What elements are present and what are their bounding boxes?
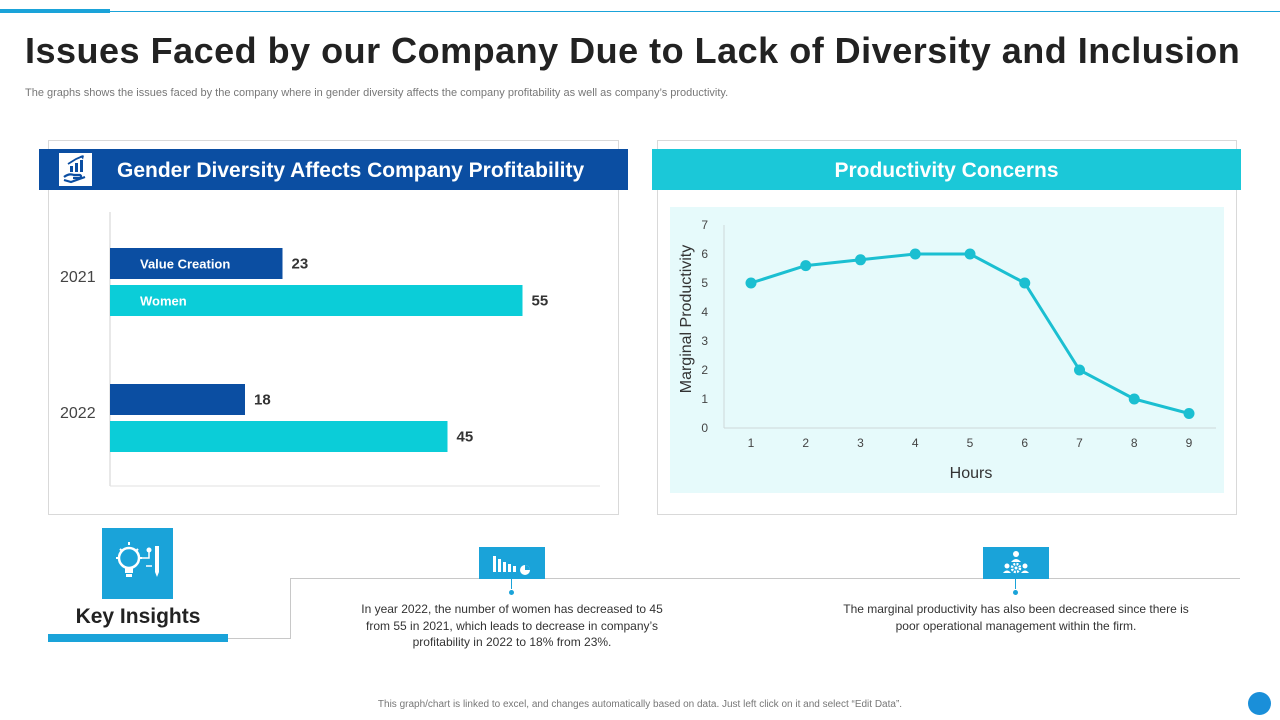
bar-chart-icon [479, 547, 545, 579]
insight-text: The marginal productivity has also been … [843, 602, 1189, 633]
x-tick-label: 6 [1021, 436, 1028, 450]
connector-line [290, 578, 1240, 579]
productivity-point [800, 260, 812, 272]
bar-series-label: Value Creation [140, 257, 230, 272]
x-tick-label: 9 [1186, 436, 1193, 450]
y-tick-label: 3 [701, 334, 708, 348]
key-insights-title: Key Insights [75, 605, 201, 628]
lightbulb-idea-icon [102, 528, 173, 599]
insight-text: In year 2022, the number of women has de… [361, 602, 663, 649]
top-divider [0, 11, 1280, 12]
profitability-header-title: Gender Diversity Affects Company Profita… [117, 159, 585, 182]
bar-value-label: 18 [254, 392, 271, 409]
y-axis-label: Marginal Productivity [678, 245, 695, 394]
bar-value-label: 55 [532, 293, 549, 310]
x-tick-label: 2 [802, 436, 809, 450]
bar-value-creation [110, 384, 245, 415]
y-tick-label: 0 [701, 421, 708, 435]
team-gear-icon [983, 547, 1049, 579]
productivity-point [745, 277, 757, 289]
y-tick-label: 7 [701, 218, 708, 232]
top-divider-accent [0, 9, 110, 13]
productivity-header-title: Productivity Concerns [834, 159, 1059, 182]
bar-category-label: 2022 [60, 405, 96, 422]
bar-category-label: 2021 [60, 269, 96, 286]
productivity-point [1074, 364, 1085, 376]
productivity-point [1183, 408, 1195, 419]
connector-line [228, 638, 291, 639]
bar-women [110, 421, 448, 452]
x-tick-label: 1 [748, 436, 755, 450]
bar-value-label: 23 [292, 256, 309, 273]
y-tick-label: 2 [701, 363, 708, 377]
productivity-header: Productivity Concerns [652, 149, 1241, 190]
profitability-header: Gender Diversity Affects Company Profita… [39, 149, 628, 190]
key-insights-underline [48, 634, 228, 642]
x-tick-label: 4 [912, 436, 919, 450]
productivity-point [909, 248, 921, 260]
x-tick-label: 3 [857, 436, 864, 450]
insight-stem [1015, 579, 1016, 589]
y-tick-label: 4 [701, 305, 708, 319]
y-tick-label: 5 [701, 276, 708, 290]
bar-series-label: Women [140, 294, 187, 309]
productivity-point [855, 254, 866, 266]
productivity-point [1128, 393, 1140, 405]
page-subtitle: The graphs shows the issues faced by the… [25, 87, 729, 99]
x-tick-label: 8 [1131, 436, 1138, 450]
x-tick-label: 7 [1076, 436, 1083, 450]
insight-marker [1013, 590, 1018, 595]
productivity-point [964, 248, 976, 260]
line-plot-area [670, 207, 1224, 493]
page-title: Issues Faced by our Company Due to Lack … [25, 30, 1241, 71]
productivity-point [1019, 277, 1031, 289]
productivity-line-chart[interactable]: 0 1 2 3 4 5 6 7 1 2 3 4 5 6 7 8 9 Hours Marginal Productiv… [670, 207, 1224, 493]
corner-dot [1248, 692, 1271, 715]
x-axis-label: Hours [950, 465, 993, 482]
insight-marker [509, 590, 514, 595]
profitability-bar-chart[interactable]: 2021 23 Value Creation 55 Women 2022 18 45 [48, 190, 619, 500]
bar-women [110, 285, 523, 316]
hand-growth-icon [59, 153, 92, 186]
bar-value-label: 45 [457, 429, 474, 446]
insight-stem [511, 579, 512, 589]
profitability-panel [48, 140, 619, 515]
y-tick-label: 6 [701, 247, 708, 261]
x-tick-label: 5 [967, 436, 974, 450]
bar-value-creation [110, 248, 283, 279]
footer-note: This graph/chart is linked to excel, and… [377, 699, 903, 710]
y-tick-label: 1 [701, 392, 708, 406]
connector-line [290, 578, 291, 639]
